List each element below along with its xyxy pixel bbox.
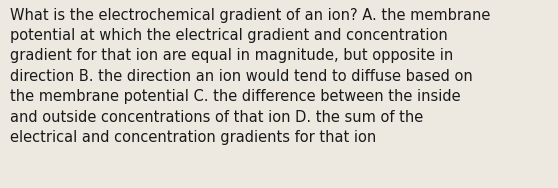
Text: What is the electrochemical gradient of an ion? A. the membrane
potential at whi: What is the electrochemical gradient of … — [10, 8, 490, 145]
